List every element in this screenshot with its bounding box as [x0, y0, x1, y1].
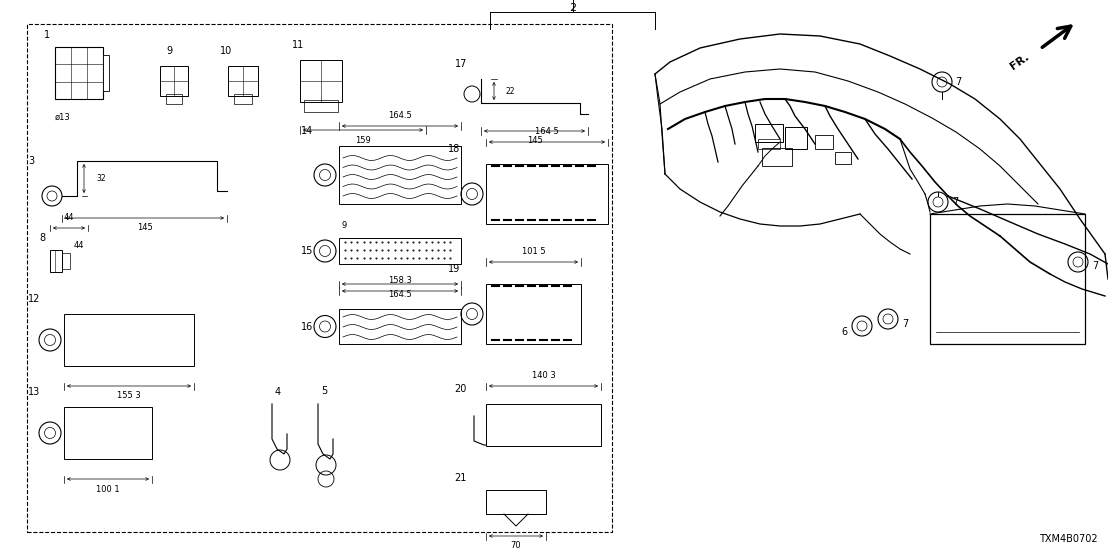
- Bar: [339, 309, 461, 344]
- Text: 100 1: 100 1: [96, 485, 120, 494]
- Text: 9: 9: [166, 46, 172, 56]
- Bar: [486, 490, 546, 514]
- Bar: [486, 404, 601, 446]
- Text: 22: 22: [506, 86, 515, 95]
- Bar: [55, 47, 103, 99]
- Text: 1: 1: [44, 30, 50, 40]
- Bar: [486, 284, 581, 344]
- Text: 164 5: 164 5: [535, 127, 558, 136]
- Text: 2: 2: [568, 3, 576, 13]
- Bar: [784, 127, 807, 149]
- Text: 6: 6: [842, 327, 848, 337]
- Bar: [228, 66, 258, 96]
- Text: 9: 9: [341, 222, 346, 230]
- Text: 11: 11: [291, 40, 304, 50]
- Text: 155 3: 155 3: [117, 392, 141, 401]
- Bar: [234, 94, 252, 104]
- Text: 101 5: 101 5: [522, 248, 545, 257]
- Text: 21: 21: [454, 473, 466, 483]
- Text: 7: 7: [952, 197, 958, 207]
- Text: 164.5: 164.5: [388, 290, 412, 299]
- Text: 159: 159: [356, 136, 371, 145]
- Text: 145: 145: [136, 223, 153, 233]
- Bar: [305, 100, 338, 112]
- Bar: [50, 250, 62, 272]
- Text: 12: 12: [28, 294, 40, 304]
- Text: 8: 8: [39, 233, 45, 243]
- Text: FR.: FR.: [1008, 52, 1032, 72]
- Bar: [62, 253, 70, 269]
- Text: ø13: ø13: [55, 112, 71, 121]
- Bar: [339, 146, 461, 204]
- Text: 17: 17: [454, 59, 466, 69]
- Bar: [486, 164, 608, 224]
- Text: TXM4B0702: TXM4B0702: [1039, 534, 1098, 544]
- Bar: [835, 152, 851, 164]
- Bar: [64, 314, 194, 366]
- Text: 32: 32: [96, 174, 105, 183]
- Bar: [160, 66, 188, 96]
- Bar: [339, 238, 461, 264]
- Text: 7: 7: [955, 77, 962, 87]
- Text: 7: 7: [1092, 261, 1098, 271]
- Text: 19: 19: [448, 264, 460, 274]
- Bar: [758, 139, 780, 149]
- Text: 44: 44: [74, 240, 84, 249]
- Bar: [762, 148, 792, 166]
- Bar: [815, 135, 833, 149]
- Bar: [64, 407, 152, 459]
- Text: 16: 16: [300, 321, 312, 331]
- Bar: [755, 124, 783, 142]
- Bar: [300, 60, 342, 102]
- Text: 3: 3: [28, 156, 34, 166]
- Text: 5: 5: [321, 386, 327, 396]
- Text: 15: 15: [300, 246, 312, 256]
- Text: 140 3: 140 3: [532, 372, 555, 381]
- Bar: [930, 214, 1085, 344]
- Text: 4: 4: [275, 387, 281, 397]
- Text: 18: 18: [448, 144, 460, 154]
- Text: 14: 14: [300, 126, 312, 136]
- Text: 164.5: 164.5: [388, 111, 412, 121]
- Text: 10: 10: [219, 46, 232, 56]
- Bar: [27, 24, 612, 532]
- Text: 20: 20: [454, 384, 466, 394]
- Text: 13: 13: [28, 387, 40, 397]
- Text: 44: 44: [64, 213, 74, 223]
- Text: 70: 70: [511, 541, 521, 551]
- Bar: [165, 94, 183, 104]
- Bar: [103, 55, 109, 91]
- Text: 158.3: 158.3: [388, 276, 412, 285]
- Text: 7: 7: [902, 319, 909, 329]
- Text: 145: 145: [526, 136, 543, 146]
